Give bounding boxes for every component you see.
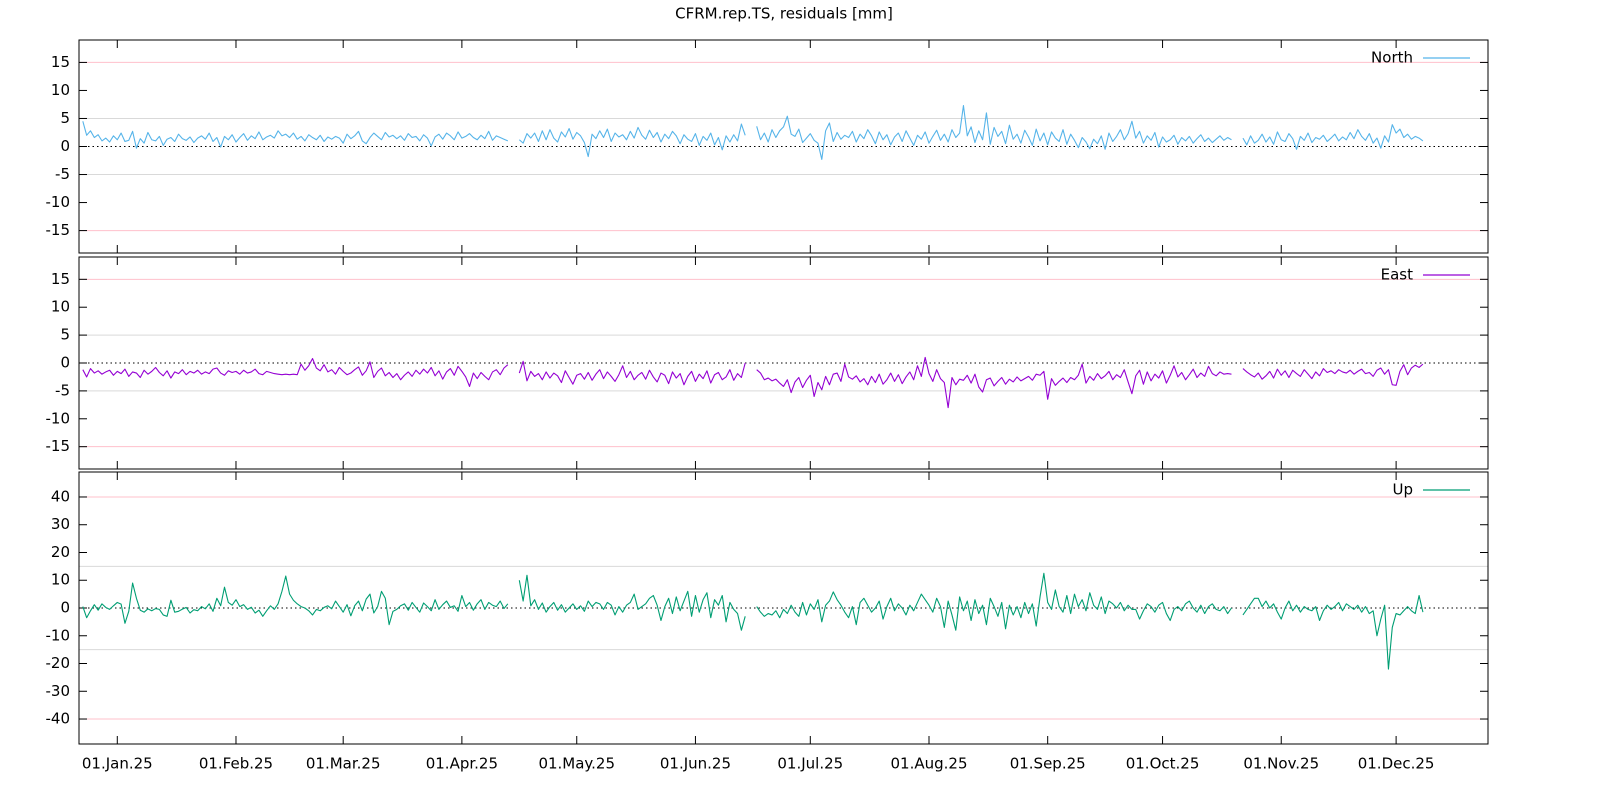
chart-title: CFRM.rep.TS, residuals [mm] [675,5,893,23]
legend-label: East [1381,266,1413,284]
y-tick-label: -15 [46,437,71,455]
y-tick-label: 10 [51,571,70,589]
x-tick-label: 01.May.25 [538,755,615,773]
y-tick-label: 5 [60,109,70,127]
plot-frame [78,471,1489,745]
y-tick-label: -10 [46,626,71,644]
y-tick-label: -15 [46,221,71,239]
y-tick-label: 0 [60,137,70,155]
data-line [82,572,1424,670]
y-tick-label: -5 [55,381,70,399]
x-tick-label: 01.Jun.25 [660,755,731,773]
data-line [82,105,1424,160]
x-tick-label: 01.Apr.25 [426,755,498,773]
x-tick-label: 01.Mar.25 [306,755,381,773]
x-tick-label: 01.Feb.25 [199,755,273,773]
plot-frame [78,39,1489,254]
legend-label: Up [1392,481,1413,499]
x-tick-label: 01.Oct.25 [1126,755,1200,773]
y-tick-label: 10 [51,298,70,316]
y-tick-label: -10 [46,193,71,211]
y-tick-label: 5 [60,326,70,344]
data-line [82,356,1424,409]
y-tick-label: 40 [51,487,70,505]
y-tick-label: -5 [55,165,70,183]
y-tick-label: -10 [46,409,71,427]
x-tick-label: 01.Dec.25 [1358,755,1435,773]
plot-frame [78,256,1489,470]
y-tick-label: 10 [51,81,70,99]
y-tick-label: 0 [60,599,70,617]
y-tick-label: 15 [51,270,70,288]
y-tick-label: -40 [46,710,71,728]
y-tick-label: -30 [46,682,71,700]
y-tick-label: -20 [46,654,71,672]
x-tick-label: 01.Sep.25 [1010,755,1086,773]
y-tick-label: 15 [51,53,70,71]
y-tick-label: 30 [51,515,70,533]
x-tick-label: 01.Nov.25 [1243,755,1319,773]
x-tick-label: 01.Jul.25 [777,755,843,773]
y-tick-label: 20 [51,543,70,561]
legend-label: North [1371,49,1413,67]
x-tick-label: 01.Aug.25 [890,755,967,773]
y-tick-label: 0 [60,354,70,372]
x-tick-label: 01.Jan.25 [82,755,153,773]
